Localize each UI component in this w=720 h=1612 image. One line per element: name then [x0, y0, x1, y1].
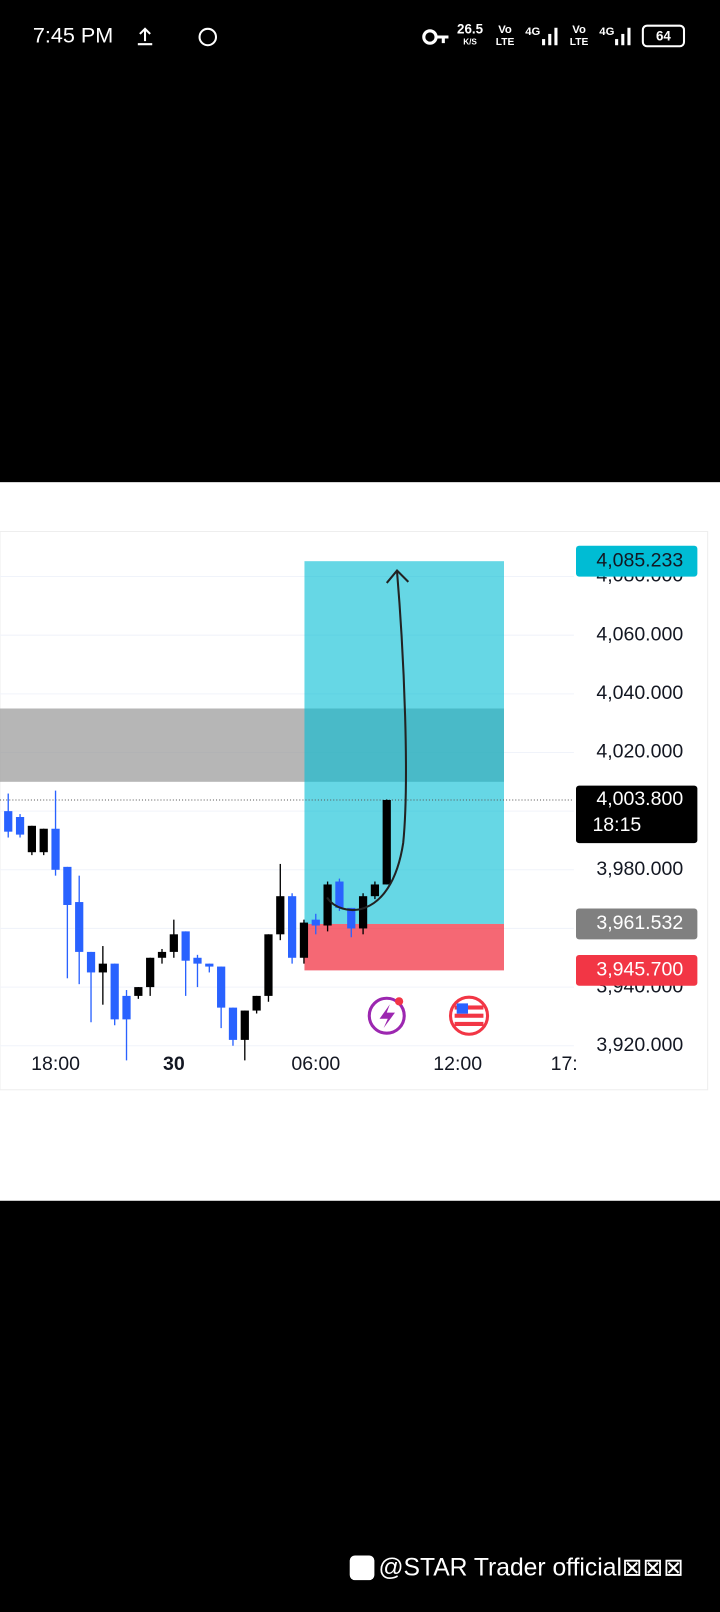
- candle-body: [193, 957, 202, 964]
- stop-label: 3,945.700: [596, 959, 683, 981]
- candle-body: [228, 1007, 238, 1040]
- target-area: [304, 561, 504, 924]
- candle-body: [51, 828, 60, 870]
- candle-body: [86, 951, 96, 973]
- candle-body: [288, 896, 297, 958]
- watermark: @STAR Trader official⊠⊠⊠: [379, 1554, 684, 1581]
- candle-body: [39, 828, 48, 853]
- candle-body: [63, 866, 72, 905]
- candle-body: [134, 987, 143, 996]
- upload-icon: [137, 27, 153, 46]
- y-tick-label: 3,980.000: [596, 858, 683, 880]
- candle-body: [276, 896, 285, 935]
- candle-body: [335, 881, 344, 908]
- key-icon: [436, 35, 449, 44]
- y-tick-label: 4,060.000: [596, 623, 683, 645]
- candle-body: [299, 922, 309, 958]
- status-time: 7:45 PM: [33, 23, 113, 48]
- net-label: Vo: [498, 24, 512, 36]
- y-tick-label: 3,920.000: [596, 1034, 683, 1056]
- battery-level: 64: [656, 29, 671, 44]
- notification-dot: [394, 997, 404, 1006]
- x-tick-label: 30: [163, 1053, 185, 1075]
- candle-body: [27, 825, 36, 853]
- candle-body: [157, 951, 167, 958]
- target-box: [576, 545, 698, 577]
- net-speed: 26.5: [457, 21, 484, 36]
- flag-icon: [454, 1003, 484, 1027]
- candle-body: [264, 934, 273, 996]
- candle-body: [169, 934, 178, 952]
- candle-body: [181, 931, 190, 961]
- last-price-label: 4,003.800: [596, 788, 683, 810]
- lightning-icon[interactable]: [367, 996, 406, 1035]
- chart-frame: [0, 530, 709, 1091]
- arrow: [326, 571, 407, 911]
- battery: [641, 24, 686, 48]
- stop-box: [576, 954, 698, 986]
- net-gen: 4G: [525, 26, 540, 38]
- stop-area: [304, 923, 504, 971]
- candle-body: [382, 799, 391, 885]
- candle-body: [75, 902, 84, 952]
- x-tick-label: 06:00: [291, 1053, 340, 1075]
- candle-body: [15, 817, 25, 835]
- x-tick-label: 12:00: [433, 1053, 482, 1075]
- net-speed-unit: K/S: [463, 37, 477, 46]
- countdown: 18:15: [592, 814, 641, 836]
- candle-body: [347, 907, 356, 929]
- facebook-icon: [198, 27, 218, 47]
- last-price-box: [576, 785, 698, 844]
- candle-body: [370, 884, 380, 897]
- entry-label: 3,961.532: [596, 912, 683, 934]
- target-label: 4,085.233: [596, 549, 683, 571]
- plot: [0, 561, 574, 1061]
- candle-body: [146, 957, 155, 988]
- y-tick-label: 4,020.000: [596, 741, 683, 763]
- net-label: LTE: [496, 37, 515, 48]
- candle-body: [205, 963, 214, 967]
- candle-body: [4, 811, 13, 832]
- net-label: Vo: [572, 24, 586, 36]
- entry-box: [576, 908, 698, 940]
- net-gen: 4G: [599, 26, 614, 38]
- y-tick-label: 4,040.000: [596, 682, 683, 704]
- arrow-head: [385, 569, 410, 584]
- signal-bars: [542, 27, 631, 46]
- candle-body: [311, 919, 320, 926]
- candle-body: [98, 963, 107, 973]
- candle-body: [217, 966, 226, 1008]
- candle-body: [358, 896, 368, 929]
- facebook-logo: [349, 1555, 375, 1581]
- candle-body: [240, 1010, 249, 1040]
- candle-body: [110, 963, 119, 1020]
- candle-body: [252, 995, 261, 1011]
- net-label: LTE: [570, 37, 589, 48]
- candle-body: [323, 884, 332, 926]
- x-tick-label: 17:: [551, 1053, 578, 1075]
- lightning-icon: [379, 1004, 395, 1029]
- x-tick-label: 18:00: [31, 1053, 80, 1075]
- candle-body: [122, 995, 131, 1020]
